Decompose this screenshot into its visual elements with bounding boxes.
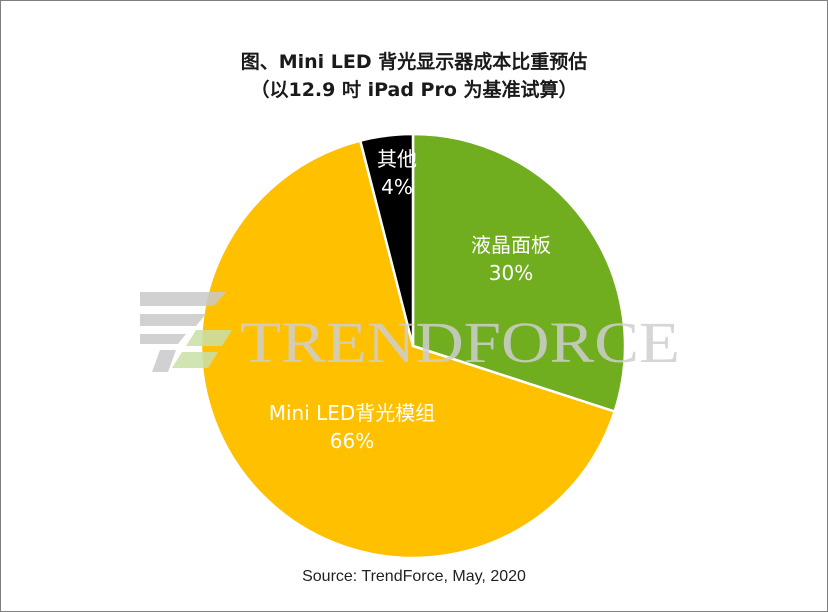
pie-slices: [199, 132, 627, 560]
trendforce-watermark: TRENDFORCE: [140, 292, 680, 375]
slice-value-label-2: 4%: [381, 175, 413, 199]
trendforce-logo-icon: [140, 292, 232, 372]
chart-title-line1: 图、Mini LED 背光显示器成本比重预估: [240, 51, 588, 73]
source-note: Source: TrendForce, May, 2020: [302, 568, 526, 585]
slice-value-label-0: 30%: [489, 261, 533, 285]
pie-slice-0: [411, 132, 627, 413]
watermark-text: TRENDFORCE: [240, 310, 680, 375]
chart-title-line2: （以12.9 吋 iPad Pro 为基准试算）: [250, 79, 578, 101]
slice-label-0: 液晶面板: [471, 233, 551, 257]
chart-title: 图、Mini LED 背光显示器成本比重预估 （以12.9 吋 iPad Pro…: [0, 48, 828, 104]
pie-slice-2: [359, 132, 415, 348]
slice-value-label-1: 66%: [330, 429, 374, 453]
slice-label-2: 其他: [377, 147, 417, 171]
slice-label-1: Mini LED背光模组: [269, 401, 436, 425]
pie-slice-1: [199, 139, 616, 560]
slice-labels: 液晶面板 30% Mini LED背光模组 66% 其他 4%: [269, 147, 551, 453]
